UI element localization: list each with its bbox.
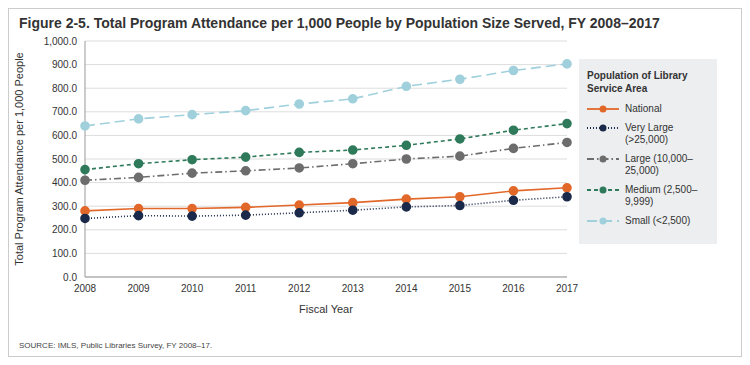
html-text:Population of Library Service: Population of Library Service Area bbox=[587, 70, 688, 94]
svg-text:100.0: 100.0 bbox=[52, 248, 77, 259]
svg-text:200.0: 200.0 bbox=[52, 224, 77, 235]
svg-text:Fiscal Year: Fiscal Year bbox=[299, 303, 353, 315]
html-text:Medium (2,500–9,999): Medium (2,500–9,999) bbox=[625, 184, 698, 207]
svg-text:0.0: 0.0 bbox=[63, 272, 77, 283]
svg-text:800.0: 800.0 bbox=[52, 83, 77, 94]
svg-text:2013: 2013 bbox=[342, 283, 365, 294]
svg-text:2016: 2016 bbox=[502, 283, 525, 294]
html-text:SOURCE: IMLS, Public Libraries: SOURCE: IMLS, Public Libraries Survey, F… bbox=[19, 341, 213, 350]
svg-text:2011: 2011 bbox=[235, 283, 257, 294]
html-text:Very Large (>25,000): Very Large (>25,000) bbox=[625, 122, 674, 145]
svg-text:2014: 2014 bbox=[395, 283, 418, 294]
svg-text:2010: 2010 bbox=[181, 283, 204, 294]
svg-text:1,000.0: 1,000.0 bbox=[44, 36, 78, 47]
html-text:Figure 2-5. Total Program Atte: Figure 2-5. Total Program Attendance per… bbox=[19, 15, 660, 31]
html-text:Large (10,000–25,000): Large (10,000–25,000) bbox=[625, 153, 693, 176]
svg-text:300.0: 300.0 bbox=[52, 201, 77, 212]
svg-text:2008: 2008 bbox=[74, 283, 97, 294]
svg-text:2009: 2009 bbox=[127, 283, 150, 294]
svg-text:700.0: 700.0 bbox=[52, 106, 77, 117]
html-text:Small (<2,500): Small (<2,500) bbox=[625, 215, 691, 226]
svg-text:600.0: 600.0 bbox=[52, 130, 77, 141]
svg-text:2012: 2012 bbox=[288, 283, 311, 294]
svg-text:900.0: 900.0 bbox=[52, 59, 77, 70]
svg-text:400.0: 400.0 bbox=[52, 177, 77, 188]
html-text:National: National bbox=[625, 103, 662, 114]
svg-text:2017: 2017 bbox=[556, 283, 579, 294]
svg-text:Total Program Attendance per 1: Total Program Attendance per 1,000 Peopl… bbox=[13, 52, 25, 265]
svg-text:2015: 2015 bbox=[449, 283, 472, 294]
svg-text:500.0: 500.0 bbox=[52, 154, 77, 165]
